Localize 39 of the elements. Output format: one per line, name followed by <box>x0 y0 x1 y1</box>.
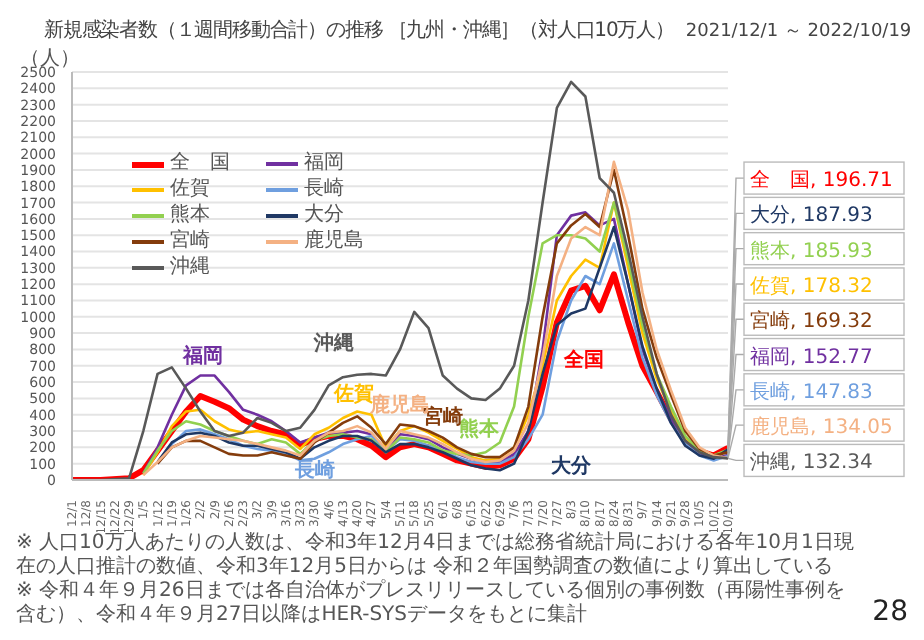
legend-label: 沖縄 <box>170 256 210 280</box>
annotation: 沖縄 <box>312 331 355 356</box>
legend-label: 全 国 <box>170 152 230 176</box>
callout-box: 長崎, 147.83 <box>743 373 905 407</box>
annotation: 大分, 187.93 <box>750 203 873 228</box>
annotation: 熊本 <box>458 417 501 442</box>
annotation: 大分 <box>548 453 593 478</box>
callout-box: 鹿児島, 134.05 <box>743 408 905 442</box>
legend-label: 大分 <box>304 204 344 228</box>
annotation: 福岡, 152.77 <box>750 344 873 369</box>
callout-box: 沖縄, 132.34 <box>743 443 905 478</box>
callout-box: 宮崎, 169.32 <box>743 302 905 336</box>
annotation: 全国 <box>561 347 604 372</box>
annotation: 熊本, 185.93 <box>750 238 873 263</box>
annotation: 宮崎, 169.32 <box>750 309 873 334</box>
text: 28 <box>872 596 908 628</box>
legend-label: 宮崎 <box>170 230 210 254</box>
callout-box: 大分, 187.93 <box>743 196 905 231</box>
legend-label: 佐賀 <box>170 178 210 202</box>
annotation: 鹿児島, 134.05 <box>750 415 893 440</box>
legend-label: 鹿児島 <box>304 230 364 254</box>
annotation: 長崎, 147.83 <box>750 379 873 404</box>
callout-box: 佐賀, 178.32 <box>743 267 905 301</box>
legend-label: 熊本 <box>170 204 210 228</box>
annotation: 佐賀 <box>332 382 375 407</box>
callout-box: 福岡, 152.77 <box>743 337 905 372</box>
annotation: 福岡 <box>181 343 224 368</box>
annotation: 全 国, 196.71 <box>750 168 893 193</box>
chart-title: 新規感染者数（１週間移動合計）の推移 ［九州・沖縄］（対人口10万人） <box>44 17 674 44</box>
annotation: 沖縄, 132.34 <box>750 450 873 475</box>
annotation: 佐賀, 178.32 <box>750 273 873 298</box>
legend-label: 長崎 <box>304 178 344 202</box>
legend-label: 福岡 <box>304 152 344 176</box>
text: 2021/12/1 ～ 2022/10/19 <box>685 20 912 44</box>
text: ※ 人口10万人あたりの人数は、令和3年12月4日までは総務省統計局における各年10月1日現在の人口推計の数値、令和3年12月5日からは 令和２年国勢調査の数値により算出している <box>16 532 856 579</box>
callout-box: 熊本, 185.93 <box>743 231 905 266</box>
callout-box: 全 国, 196.71 <box>743 161 905 195</box>
annotation: 長崎 <box>292 457 335 482</box>
text: ※ 令和４年９月26日までは各自治体がプレスリリースしている個別の事例数（再陽性事例を含む）、令和４年９月27日以降はHER-SYSデータをもとに集計 <box>16 580 847 628</box>
